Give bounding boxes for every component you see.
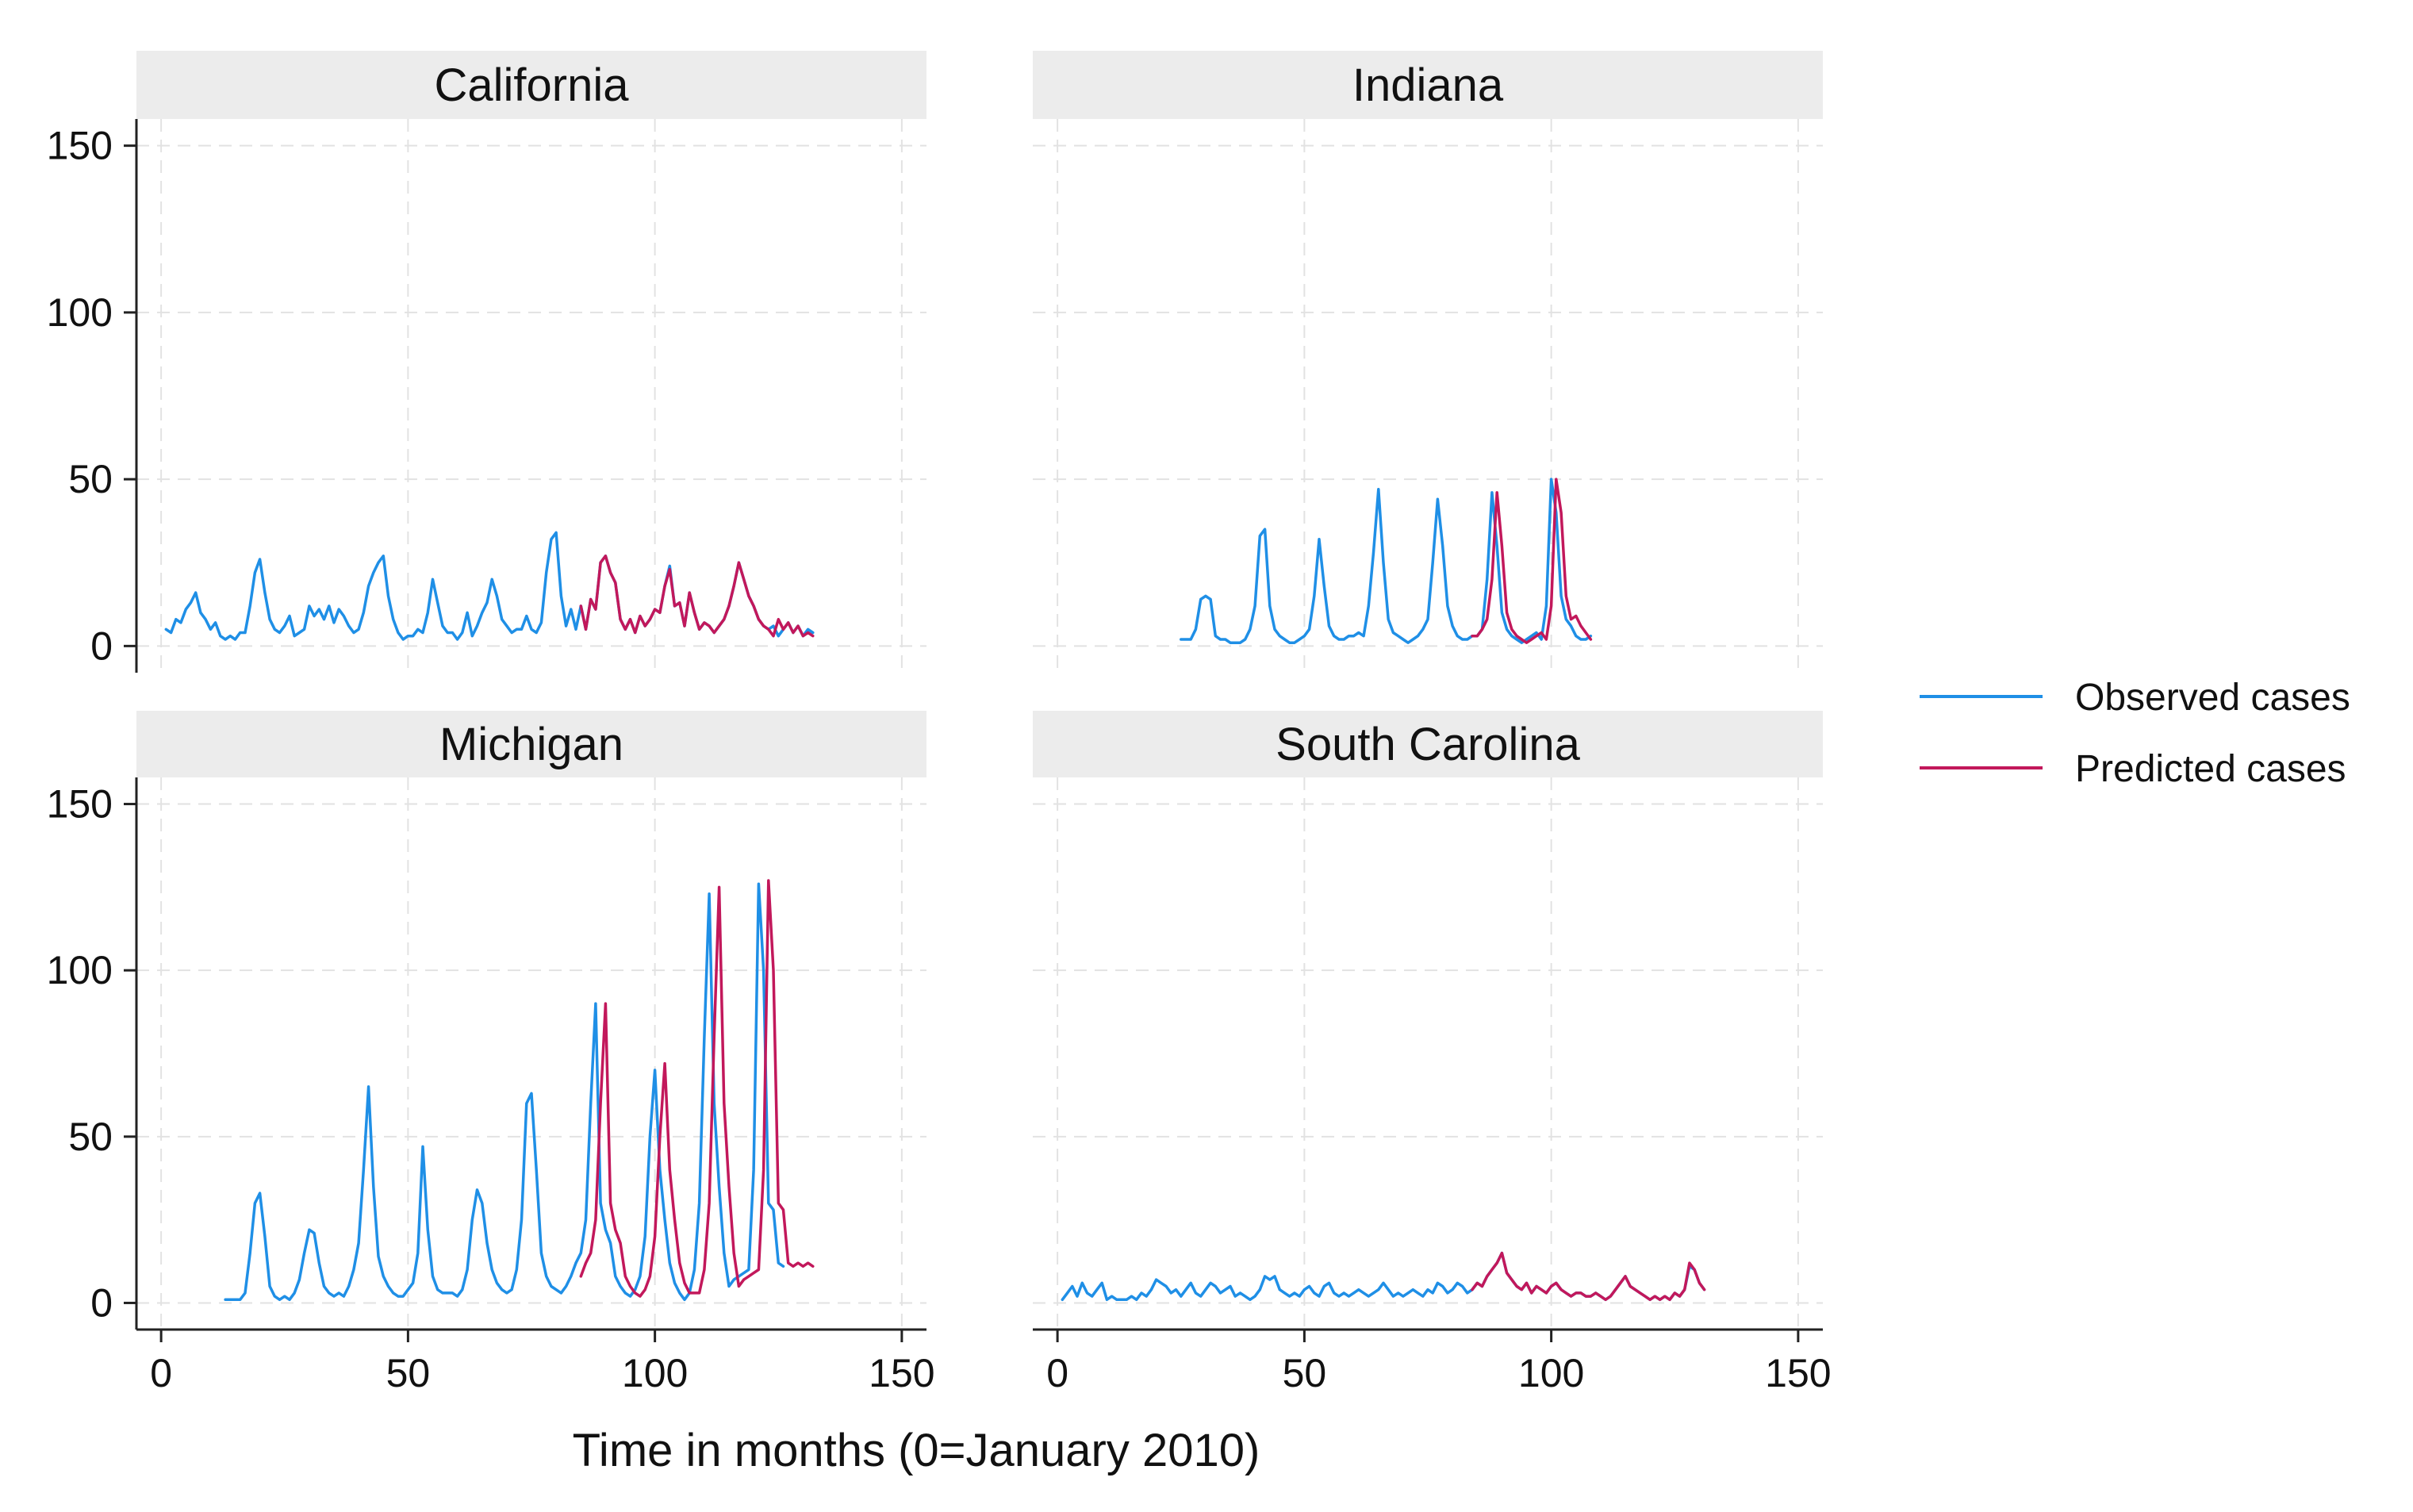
- y-tick-label: 50: [68, 1115, 113, 1159]
- y-tick-label: 150: [47, 782, 113, 827]
- panel-michigan: Michigan 0 50 100 150 0 50 100 150: [47, 711, 935, 1395]
- panel-title: Michigan: [439, 719, 623, 770]
- x-tick-label: 100: [622, 1351, 688, 1395]
- panels-layer: California 0 50 100 150 Indiana Michigan 0 50 100…: [47, 51, 1832, 1395]
- panel-california: California 0 50 100 150: [47, 51, 926, 673]
- y-tick-label: 0: [90, 1280, 113, 1325]
- y-tick-label: 50: [68, 457, 113, 501]
- x-tick-label: 50: [386, 1351, 431, 1395]
- panel-title: South Carolina: [1276, 719, 1580, 770]
- y-tick-label: 0: [90, 624, 113, 668]
- x-tick-label: 50: [1283, 1351, 1327, 1395]
- series-observed-line: [164, 531, 815, 641]
- x-tick-label: 150: [869, 1351, 934, 1395]
- legend-label-predicted: Predicted cases: [2075, 748, 2346, 790]
- legend: Observed cases Predicted cases: [1920, 677, 2350, 790]
- panel-title: Indiana: [1352, 59, 1504, 111]
- y-tick-label: 100: [47, 290, 113, 335]
- series-predicted-line: [579, 879, 815, 1298]
- panel-strip: [1033, 711, 1823, 777]
- legend-label-observed: Observed cases: [2075, 677, 2350, 719]
- y-tick-label: 100: [47, 948, 113, 992]
- series-observed-line: [1061, 1251, 1706, 1302]
- series-predicted-line: [1471, 478, 1593, 644]
- series-observed-line: [224, 882, 785, 1302]
- x-tick-label: 0: [150, 1351, 172, 1395]
- series-observed-line: [1180, 478, 1593, 644]
- x-tick-label: 150: [1765, 1351, 1831, 1395]
- panel-strip: [136, 51, 926, 119]
- panel-strip: [1033, 51, 1823, 119]
- x-axis-title: Time in months (0=January 2010): [573, 1425, 1260, 1476]
- panel-strip: [136, 711, 926, 777]
- panel-indiana: Indiana: [1033, 51, 1823, 673]
- x-tick-label: 0: [1046, 1351, 1068, 1395]
- panel-south-carolina: South Carolina 0 50 100 150: [1033, 711, 1832, 1395]
- y-tick-label: 150: [47, 124, 113, 168]
- series-predicted-line: [1471, 1251, 1706, 1302]
- panel-title: California: [435, 59, 630, 111]
- series-predicted-line: [579, 555, 815, 638]
- x-tick-label: 100: [1518, 1351, 1584, 1395]
